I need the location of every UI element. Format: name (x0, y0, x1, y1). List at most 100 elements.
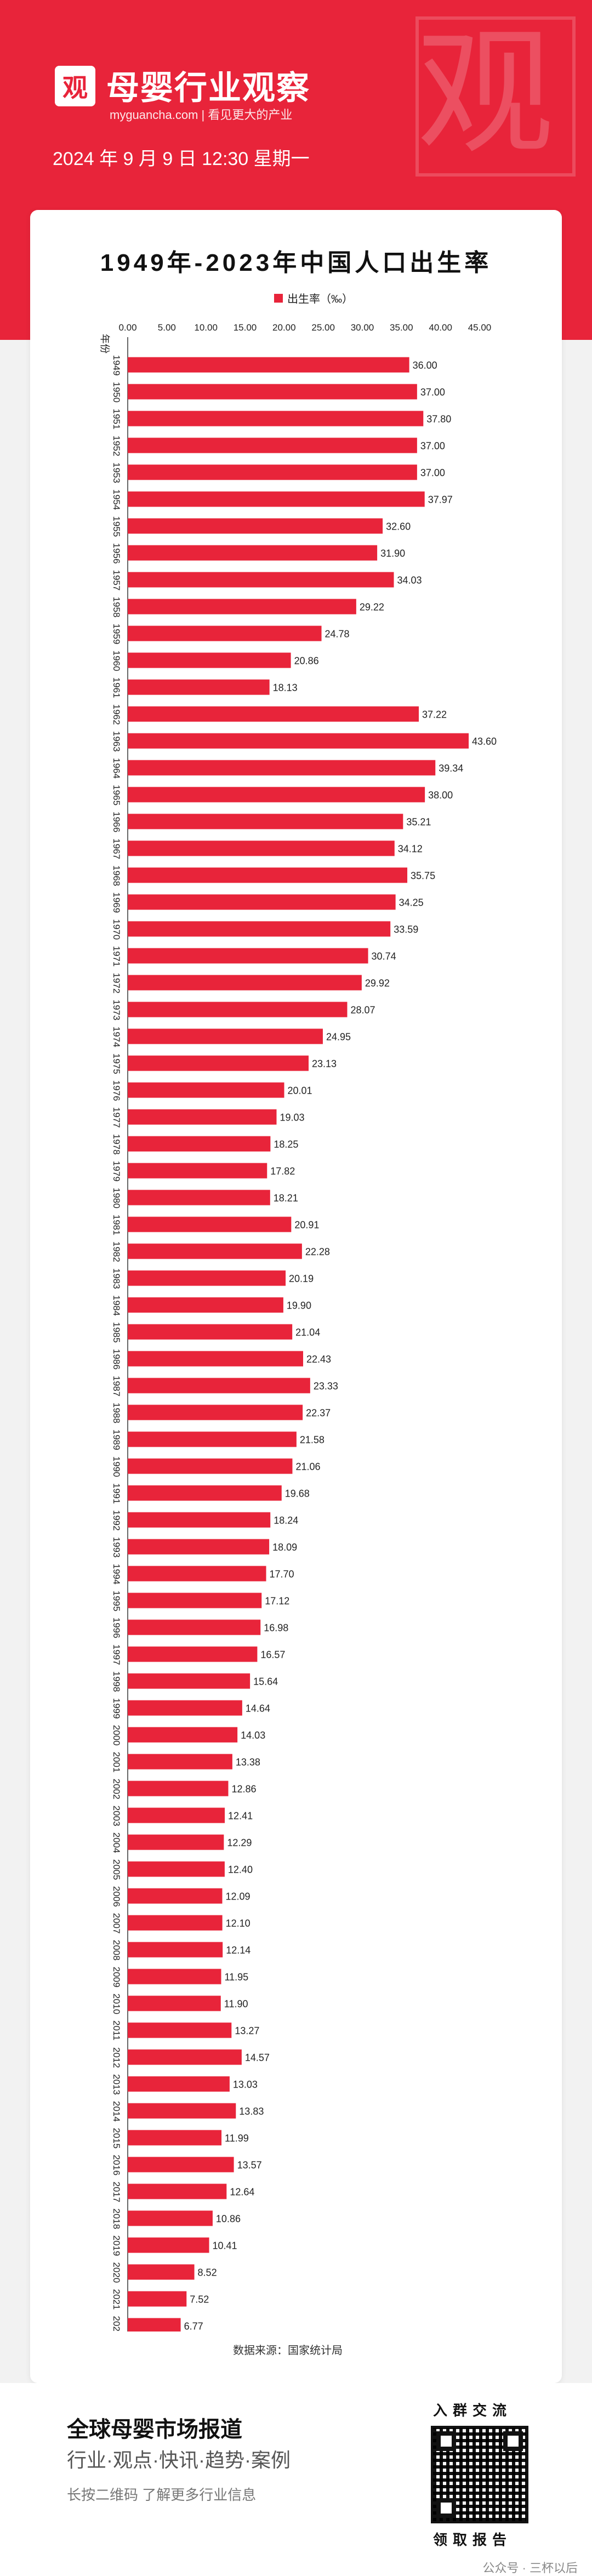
x-tick-label: 35.00 (390, 322, 413, 333)
data-label: 39.34 (439, 763, 463, 774)
chart-source: 数据来源：国家统计局 (233, 2345, 343, 2357)
data-label: 11.99 (225, 2133, 249, 2144)
y-tick-label: 2021 (111, 2289, 122, 2310)
data-label: 37.00 (420, 387, 445, 398)
bar (128, 384, 417, 400)
data-label: 12.29 (227, 1838, 252, 1849)
bar (128, 1485, 282, 1501)
bar (128, 1942, 223, 1958)
bar (128, 1378, 310, 1394)
y-tick-label: 1986 (111, 1349, 122, 1370)
bar (128, 2157, 234, 2173)
bar (128, 894, 396, 910)
bar (128, 1002, 348, 1017)
y-tick-label: 1963 (111, 731, 122, 752)
bar (128, 1297, 283, 1313)
y-tick-label: 1972 (111, 973, 122, 994)
y-tick-label: 1954 (111, 490, 122, 510)
bar (128, 1351, 304, 1367)
publish-date: 2024 年 9 月 9 日 12:30 星期一 (53, 149, 310, 169)
data-label: 17.70 (270, 1569, 294, 1580)
footer-note: 长按二维码 了解更多行业信息 (67, 2487, 257, 2503)
y-tick-label: 1988 (111, 1403, 122, 1424)
bar (128, 2130, 222, 2146)
bar (128, 1673, 251, 1689)
y-tick-label: 1985 (111, 1322, 122, 1343)
data-label: 16.57 (260, 1650, 285, 1661)
data-label: 37.80 (426, 414, 451, 425)
bar (128, 1566, 266, 1582)
y-tick-label: 1992 (111, 1510, 122, 1531)
chart-legend: 出生率（‰） (274, 290, 353, 306)
data-label: 35.21 (406, 817, 431, 828)
data-label: 21.58 (300, 1435, 325, 1446)
data-label: 16.98 (264, 1623, 288, 1634)
bar (128, 491, 425, 507)
bar (128, 787, 425, 803)
bar (128, 1969, 221, 1984)
y-tick-label: 2001 (111, 1752, 122, 1773)
y-tick-label: 1993 (111, 1537, 122, 1558)
x-tick-label: 25.00 (311, 322, 335, 333)
y-tick-label: 1983 (111, 1269, 122, 1289)
bar (128, 1754, 232, 1770)
bar (128, 652, 291, 668)
bar (128, 1646, 258, 1662)
y-tick-label: 2010 (111, 1994, 122, 2015)
bar (128, 840, 395, 856)
footer-title: 全球母婴市场报道 (67, 2418, 242, 2442)
data-label: 34.03 (397, 575, 422, 586)
bar (128, 518, 383, 534)
bar (128, 1404, 303, 1420)
data-label: 7.52 (190, 2294, 209, 2305)
y-tick-label: 1970 (111, 919, 122, 940)
y-tick-label: 2005 (111, 1860, 122, 1880)
data-label: 12.41 (228, 1811, 253, 1822)
legend-swatch (274, 293, 283, 303)
data-label: 23.13 (312, 1059, 337, 1070)
y-tick-label: 1978 (111, 1134, 122, 1155)
y-tick-label: 1999 (111, 1698, 122, 1719)
y-tick-label: 1962 (111, 704, 122, 725)
y-tick-label: 1967 (111, 839, 122, 860)
y-tick-label: 1981 (111, 1215, 122, 1236)
y-tick-label: 1956 (111, 543, 122, 564)
data-label: 10.86 (216, 2214, 241, 2225)
qr-code-icon[interactable] (431, 2426, 528, 2523)
bar (128, 2049, 242, 2065)
bar (128, 975, 362, 991)
bar (128, 1995, 221, 2011)
data-label: 19.90 (287, 1300, 311, 1311)
y-tick-label: 1961 (111, 678, 122, 698)
y-tick-label: 2002 (111, 1779, 122, 1800)
data-label: 22.28 (305, 1247, 330, 1258)
y-tick-label: 2016 (111, 2155, 122, 2176)
data-label: 18.25 (274, 1139, 298, 1150)
data-label: 18.21 (274, 1193, 298, 1204)
y-tick-label: 2011 (111, 2021, 122, 2041)
bar (128, 2076, 230, 2092)
data-label: 6.77 (184, 2321, 203, 2332)
y-tick-label: 1990 (111, 1457, 122, 1477)
data-label: 10.41 (213, 2241, 237, 2251)
x-tick-label: 5.00 (158, 322, 176, 333)
bar (128, 1055, 309, 1071)
bar (128, 2210, 213, 2226)
data-label: 12.09 (225, 1891, 250, 1902)
data-label: 37.97 (428, 494, 453, 505)
data-label: 11.90 (224, 1999, 248, 2010)
data-label: 29.22 (360, 602, 384, 613)
bar (128, 1458, 293, 1474)
data-label: 19.68 (285, 1488, 310, 1499)
x-tick-label: 30.00 (351, 322, 374, 333)
y-tick-label: 1966 (111, 812, 122, 833)
bar (128, 437, 417, 453)
y-tick-label: 1975 (111, 1054, 122, 1074)
bar (128, 1216, 292, 1232)
y-tick-label: 1987 (111, 1376, 122, 1397)
data-label: 17.82 (270, 1166, 295, 1177)
data-label: 13.27 (235, 2026, 259, 2037)
y-tick-label: 1950 (111, 382, 122, 403)
bar (128, 867, 408, 883)
y-tick-label: 2015 (111, 2128, 122, 2149)
